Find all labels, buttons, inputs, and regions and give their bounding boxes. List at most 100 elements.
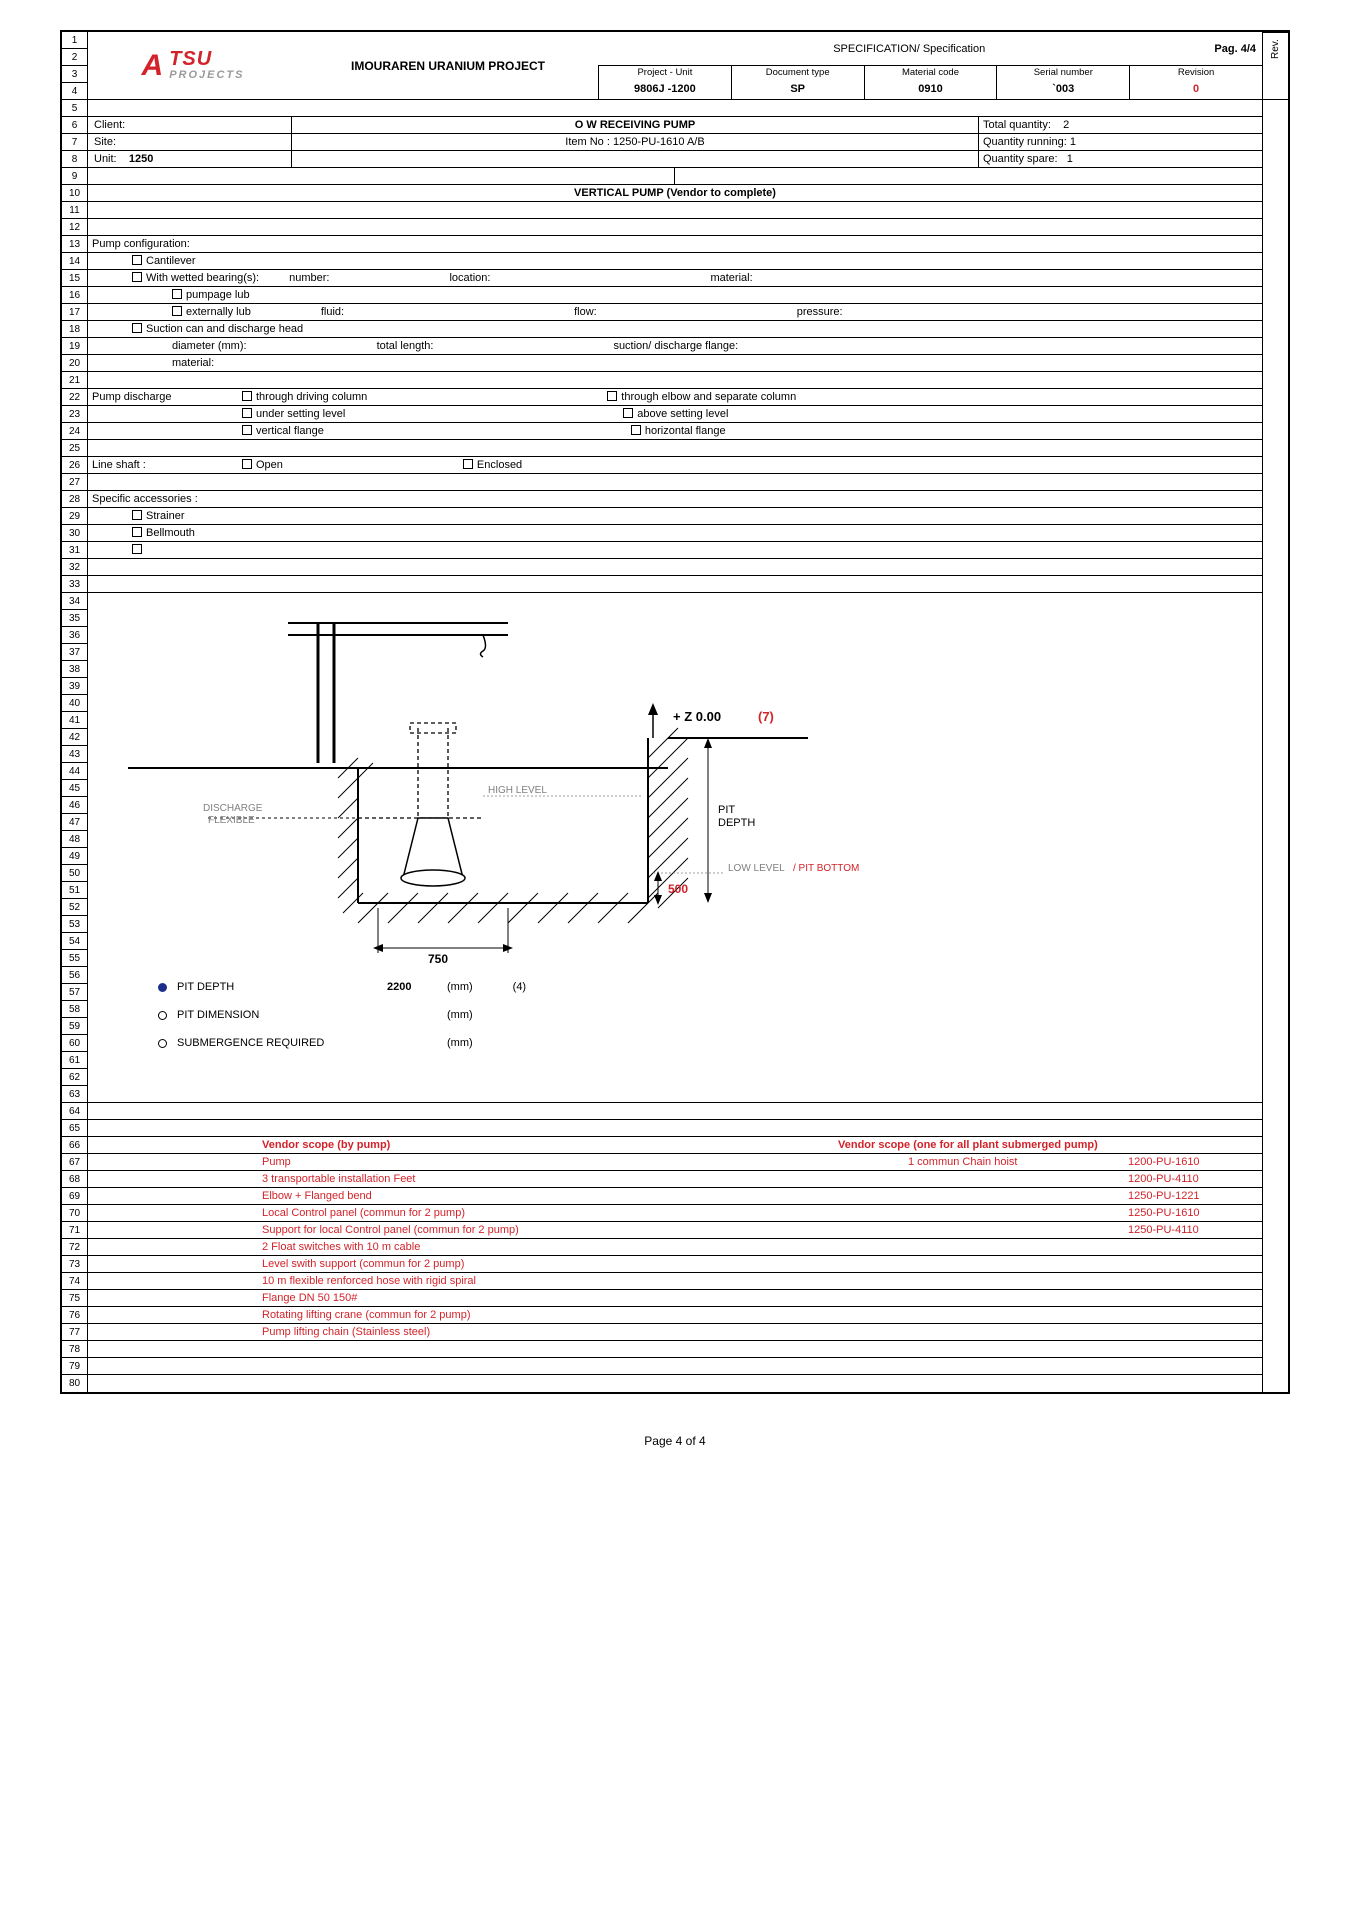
- discharge-label: Pump discharge: [92, 391, 242, 403]
- section-title: VERTICAL PUMP (Vendor to complete): [88, 185, 1262, 202]
- pit-depth-legend: PIT DEPTH: [177, 981, 377, 993]
- suction-label: Suction can and discharge head: [146, 323, 303, 335]
- checkbox-icon[interactable]: [242, 408, 252, 418]
- vendor-code: 1250-PU-1221: [1128, 1190, 1258, 1202]
- svg-text:+ Z 0.00: + Z 0.00: [673, 709, 721, 724]
- doc-type-value: SP: [732, 79, 864, 99]
- material2-label: material:: [92, 357, 214, 369]
- unit-value: 1250: [129, 153, 153, 165]
- fluid-label: fluid:: [321, 306, 344, 318]
- lineshaft-label: Line shaft :: [92, 459, 242, 471]
- pit-depth-value: 2200: [387, 981, 437, 993]
- pump-title: O W RECEIVING PUMP: [292, 119, 978, 131]
- open-label: Open: [256, 459, 283, 471]
- above-label: above setting level: [637, 408, 728, 420]
- svg-text:/ PIT BOTTOM: / PIT BOTTOM: [793, 863, 859, 874]
- vendor-item: 10 m flexible renforced hose with rigid …: [262, 1275, 908, 1287]
- vendor-item: Level swith support (commun for 2 pump): [262, 1258, 908, 1270]
- client-label: Client:: [92, 117, 292, 133]
- vendor-heading-right: Vendor scope (one for all plant submerge…: [838, 1139, 1258, 1151]
- flow-label: flow:: [574, 306, 597, 318]
- vendor-item: 2 Float switches with 10 m cable: [262, 1241, 908, 1253]
- vendor-right-item: 1 commun Chain hoist: [908, 1156, 1128, 1168]
- header-block: A TSU PROJECTS IMOURAREN URANIUM PROJECT…: [88, 32, 1262, 100]
- mat-code-value: 0910: [865, 79, 997, 99]
- qty-run-value: 1: [1070, 136, 1076, 148]
- spec-label: SPECIFICATION/ Specification: [833, 43, 985, 55]
- checkbox-icon[interactable]: [132, 323, 142, 333]
- vf-label: vertical flange: [256, 425, 324, 437]
- checkbox-icon[interactable]: [607, 391, 617, 401]
- sd-flange-label: suction/ discharge flange:: [613, 340, 738, 352]
- svg-text:DEPTH: DEPTH: [718, 817, 755, 829]
- logo: A TSU PROJECTS: [88, 32, 298, 99]
- logo-subtitle: PROJECTS: [169, 70, 244, 82]
- qty-spare-label: Quantity spare:: [983, 153, 1058, 165]
- rev-header: Rev.: [1263, 32, 1288, 66]
- svg-text:FLEXIBLE: FLEXIBLE: [208, 815, 255, 826]
- revision-value: 0: [1130, 79, 1262, 99]
- bullet-filled-icon: [158, 983, 167, 992]
- row-numbers: 1234 5678 9101112 13141516 17181920 2122…: [62, 32, 88, 1392]
- svg-text:LOW LEVEL: LOW LEVEL: [728, 863, 785, 874]
- total-length-label: total length:: [377, 340, 434, 352]
- page-footer: Page 4 of 4: [60, 1434, 1290, 1448]
- vendor-item: Rotating lifting crane (commun for 2 pum…: [262, 1309, 908, 1321]
- through-col-label: through driving column: [256, 391, 367, 403]
- total-qty-value: 2: [1063, 119, 1069, 131]
- pump-diagram: + Z 0.00 (7): [88, 593, 1262, 1103]
- unit-label: Unit:: [94, 153, 117, 165]
- qty-run-label: Quantity running:: [983, 136, 1067, 148]
- under-label: under setting level: [256, 408, 345, 420]
- external-label: externally lub: [186, 306, 251, 318]
- checkbox-icon[interactable]: [132, 272, 142, 282]
- strainer-label: Strainer: [146, 510, 185, 522]
- vendor-item: Flange DN 50 150#: [262, 1292, 908, 1304]
- checkbox-icon[interactable]: [242, 459, 252, 469]
- vendor-code: 1200-PU-4110: [1128, 1173, 1258, 1185]
- hf-label: horizontal flange: [645, 425, 726, 437]
- checkbox-icon[interactable]: [132, 510, 142, 520]
- vendor-code: 1250-PU-1610: [1128, 1207, 1258, 1219]
- checkbox-icon[interactable]: [631, 425, 641, 435]
- site-label: Site:: [92, 134, 292, 150]
- svg-text:750: 750: [428, 952, 448, 966]
- checkbox-icon[interactable]: [242, 391, 252, 401]
- pit-depth-note: (4): [513, 981, 526, 993]
- cantilever-label: Cantilever: [146, 255, 196, 267]
- pressure-label: pressure:: [797, 306, 843, 318]
- checkbox-icon[interactable]: [463, 459, 473, 469]
- checkbox-icon[interactable]: [132, 544, 142, 554]
- checkbox-icon[interactable]: [242, 425, 252, 435]
- doc-type-label: Document type: [732, 66, 864, 79]
- specification-sheet: 1234 5678 9101112 13141516 17181920 2122…: [60, 30, 1290, 1394]
- checkbox-icon[interactable]: [172, 289, 182, 299]
- serial-label: Serial number: [997, 66, 1129, 79]
- vendor-item: Pump: [262, 1156, 908, 1168]
- checkbox-icon[interactable]: [623, 408, 633, 418]
- pit-depth-unit: (mm): [447, 981, 473, 993]
- diameter-label: diameter (mm):: [92, 340, 247, 352]
- bullet-open-icon: [158, 1011, 167, 1020]
- svg-text:(7): (7): [758, 709, 774, 724]
- checkbox-icon[interactable]: [172, 306, 182, 316]
- svg-text:PIT: PIT: [718, 804, 735, 816]
- revision-column: Rev.: [1262, 32, 1288, 1392]
- revision-label: Revision: [1130, 66, 1262, 79]
- svg-text:DISCHARGE: DISCHARGE: [203, 803, 263, 814]
- number-label: number:: [289, 272, 329, 284]
- mat-code-label: Material code: [865, 66, 997, 79]
- project-unit-label: Project - Unit: [599, 66, 731, 79]
- checkbox-icon[interactable]: [132, 255, 142, 265]
- vendor-item: Local Control panel (commun for 2 pump): [262, 1207, 908, 1219]
- logo-brand: TSU: [169, 49, 244, 70]
- page-label: Pag. 4/4: [1214, 43, 1256, 55]
- enclosed-label: Enclosed: [477, 459, 522, 471]
- bullet-open-icon: [158, 1039, 167, 1048]
- project-unit-value: 9806J -1200: [599, 79, 731, 99]
- through-elbow-label: through elbow and separate column: [621, 391, 796, 403]
- checkbox-icon[interactable]: [132, 527, 142, 537]
- serial-value: `003: [997, 79, 1129, 99]
- vendor-item: Elbow + Flanged bend: [262, 1190, 908, 1202]
- svg-text:HIGH LEVEL: HIGH LEVEL: [488, 785, 547, 796]
